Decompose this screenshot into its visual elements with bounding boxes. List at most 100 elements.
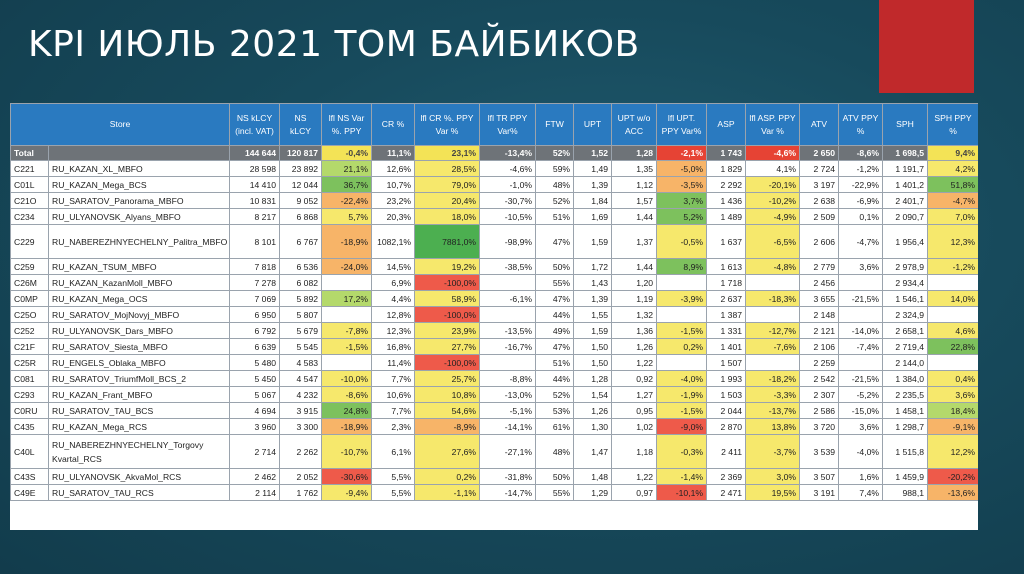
cell-upt-wo: 1,18	[611, 434, 658, 469]
cell-ftw: 55%	[535, 484, 575, 501]
cell-lfl-ns: -24,0%	[321, 258, 373, 275]
cell-ftw: 52%	[535, 145, 575, 161]
cell-ns: 12 044	[279, 176, 323, 193]
cell-sph-ppy: 4,2%	[927, 160, 978, 177]
cell-atv-ppy: -14,0%	[838, 322, 884, 339]
cell-store: RU_SARATOV_Siesta_MBFO	[47, 338, 231, 355]
cell-atv-ppy: 7,4%	[838, 484, 884, 501]
header-lfl-cr[interactable]: lfl CR %. PPY Var %	[414, 103, 481, 146]
cell-sph-ppy: 3,6%	[927, 386, 978, 403]
header-ns-lcy-incl-vat[interactable]: NS kLCY (incl. VAT)	[229, 103, 281, 146]
cell-ns: 6 767	[279, 224, 323, 259]
header-atv[interactable]: ATV	[799, 103, 840, 146]
cell-lfl-tr: -98,9%	[479, 224, 537, 259]
cell-lfl-tr	[479, 274, 537, 291]
cell-ns: 2 052	[279, 468, 323, 485]
cell-sph-ppy: 4,6%	[927, 322, 978, 339]
header-upt-wo-acc[interactable]: UPT w/o ACC	[611, 103, 658, 146]
cell-upt-wo: 1,20	[611, 274, 658, 291]
cell-upt-wo: 1,37	[611, 224, 658, 259]
cell-lfl-upt: -1,5%	[656, 402, 708, 419]
cell-asp: 1 829	[706, 160, 747, 177]
header-lfl-asp[interactable]: lfl ASP. PPY Var %	[745, 103, 801, 146]
cell-code: C21F	[10, 338, 49, 355]
cell-lfl-cr: 18,0%	[414, 208, 481, 225]
cell-asp: 1 331	[706, 322, 747, 339]
cell-sph: 1 698,5	[882, 145, 929, 161]
cell-lfl-ns: -30,6%	[321, 468, 373, 485]
cell-ftw: 47%	[535, 338, 575, 355]
cell-lfl-tr: -5,1%	[479, 402, 537, 419]
cell-lfl-asp: -4,6%	[745, 145, 801, 161]
cell-upt: 1,59	[573, 224, 613, 259]
cell-sph: 2 090,7	[882, 208, 929, 225]
cell-ftw: 48%	[535, 176, 575, 193]
table-row: C234 RU_ULYANOVSK_Alyans_MBFO 8 217 6 868 5,…	[10, 208, 978, 225]
cell-atv: 3 197	[799, 176, 840, 193]
cell-lfl-upt: -5,0%	[656, 160, 708, 177]
cell-lfl-asp	[745, 274, 801, 291]
header-upt[interactable]: UPT	[573, 103, 613, 146]
cell-asp: 2 870	[706, 418, 747, 435]
cell-store	[47, 145, 231, 161]
cell-asp: 1 401	[706, 338, 747, 355]
cell-ns-vat: 5 067	[229, 386, 281, 403]
cell-lfl-cr: 79,0%	[414, 176, 481, 193]
cell-atv: 2 509	[799, 208, 840, 225]
header-sph[interactable]: SPH	[882, 103, 929, 146]
cell-ns-vat: 5 450	[229, 370, 281, 387]
header-atv-ppy[interactable]: ATV PPY %	[838, 103, 884, 146]
cell-upt: 1,49	[573, 160, 613, 177]
cell-lfl-asp: -7,6%	[745, 338, 801, 355]
cell-ns-vat: 7 069	[229, 290, 281, 307]
cell-code: Total	[10, 145, 49, 161]
cell-lfl-ns: -1,5%	[321, 338, 373, 355]
cell-cr: 7,7%	[371, 402, 416, 419]
cell-lfl-ns: -10,7%	[321, 434, 373, 469]
cell-ns-vat: 7 278	[229, 274, 281, 291]
cell-lfl-cr: 19,2%	[414, 258, 481, 275]
cell-asp: 1 613	[706, 258, 747, 275]
cell-upt: 1,28	[573, 370, 613, 387]
cell-sph: 2 658,1	[882, 322, 929, 339]
header-cr[interactable]: CR %	[371, 103, 416, 146]
cell-lfl-upt: 5,2%	[656, 208, 708, 225]
cell-lfl-tr: -16,7%	[479, 338, 537, 355]
cell-lfl-tr: -14,1%	[479, 418, 537, 435]
cell-upt-wo: 1,27	[611, 386, 658, 403]
cell-lfl-cr: -8,9%	[414, 418, 481, 435]
cell-cr: 23,2%	[371, 192, 416, 209]
cell-code: C435	[10, 418, 49, 435]
cell-atv-ppy: -22,9%	[838, 176, 884, 193]
header-ns-lcy[interactable]: NS kLCY	[279, 103, 323, 146]
table-row: C293 RU_KAZAN_Frant_MBFO 5 067 4 232 -8,6% 10…	[10, 386, 978, 403]
cell-asp: 1 387	[706, 306, 747, 323]
header-ftw[interactable]: FTW	[535, 103, 575, 146]
cell-sph-ppy	[927, 274, 978, 291]
cell-lfl-ns: -18,9%	[321, 418, 373, 435]
cell-store: RU_ULYANOVSK_AkvaMol_RCS	[47, 468, 231, 485]
cell-store: RU_KAZAN_XL_MBFO	[47, 160, 231, 177]
cell-atv-ppy	[838, 354, 884, 371]
cell-upt-wo: 1,44	[611, 208, 658, 225]
cell-ns: 3 300	[279, 418, 323, 435]
header-lfl-tr[interactable]: lfl TR PPY Var%	[479, 103, 537, 146]
cell-code: C293	[10, 386, 49, 403]
header-lfl-ns-var[interactable]: lfl NS Var %. PPY	[321, 103, 373, 146]
cell-atv: 2 638	[799, 192, 840, 209]
header-asp[interactable]: ASP	[706, 103, 747, 146]
header-sph-ppy[interactable]: SPH PPY %	[927, 103, 978, 146]
cell-lfl-ns: 36,7%	[321, 176, 373, 193]
header-store[interactable]: Store	[10, 103, 231, 146]
cell-atv: 2 307	[799, 386, 840, 403]
cell-store: RU_SARATOV_TAU_RCS	[47, 484, 231, 501]
cell-cr: 11,1%	[371, 145, 416, 161]
cell-sph: 2 324,9	[882, 306, 929, 323]
cell-asp: 1 507	[706, 354, 747, 371]
cell-store: RU_ENGELS_Oblaka_MBFO	[47, 354, 231, 371]
cell-ns: 5 545	[279, 338, 323, 355]
cell-ns: 1 762	[279, 484, 323, 501]
cell-lfl-upt: -3,9%	[656, 290, 708, 307]
cell-lfl-asp: -6,5%	[745, 224, 801, 259]
header-lfl-upt[interactable]: lfl UPT. PPY Var%	[656, 103, 708, 146]
